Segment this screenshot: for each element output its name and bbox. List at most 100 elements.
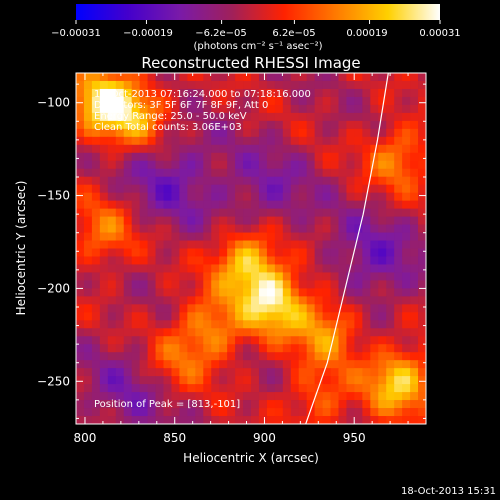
heatmap-cell: [235, 88, 244, 98]
heatmap-cell: [370, 304, 379, 313]
heatmap-cell: [418, 312, 426, 321]
heatmap-cell: [107, 408, 117, 417]
heatmap-cell: [187, 120, 196, 130]
heatmap-cell: [99, 208, 109, 217]
heatmap-cell: [91, 264, 101, 273]
heatmap-cell: [362, 328, 371, 337]
heatmap-cell: [243, 400, 252, 409]
heatmap-cell: [418, 168, 426, 178]
heatmap-cell: [195, 184, 204, 194]
heatmap-cell: [179, 168, 188, 178]
heatmap-cell: [179, 392, 188, 401]
heatmap-cell: [195, 320, 204, 329]
heatmap-cell: [76, 288, 85, 297]
heatmap-cell: [147, 384, 156, 393]
heatmap-cell: [139, 136, 148, 146]
heatmap-cell: [330, 400, 339, 409]
heatmap-cell: [402, 344, 411, 353]
heatmap-cell: [370, 240, 379, 249]
heatmap-cell: [227, 184, 236, 194]
heatmap-cell: [227, 176, 236, 186]
heatmap-cell: [155, 136, 164, 146]
heatmap-cell: [179, 352, 188, 361]
heatmap-cell: [187, 256, 196, 265]
heatmap-cell: [354, 216, 363, 225]
heatmap-cell: [227, 392, 236, 401]
heatmap-cell: [107, 344, 117, 353]
heatmap-cell: [99, 416, 109, 424]
heatmap-cell: [370, 256, 379, 265]
heatmap-cell: [107, 96, 117, 106]
heatmap-cell: [115, 88, 125, 98]
heatmap-cell: [139, 304, 148, 313]
heatmap-cell: [195, 336, 204, 345]
heatmap-cell: [139, 200, 148, 210]
heatmap-cell: [91, 256, 101, 265]
heatmap-cell: [155, 264, 164, 273]
heatmap-cell: [314, 368, 323, 377]
heatmap-cell: [330, 240, 339, 249]
heatmap-cell: [131, 304, 141, 313]
heatmap-cell: [306, 176, 316, 186]
heatmap-cell: [306, 368, 316, 377]
heatmap-cell: [251, 88, 260, 98]
heatmap-cell: [346, 392, 355, 401]
heatmap-cell: [76, 128, 85, 138]
heatmap-cell: [123, 248, 133, 257]
heatmap-cell: [418, 280, 426, 289]
heatmap-cell: [314, 416, 323, 424]
heatmap-cell: [163, 120, 172, 130]
heatmap-cell: [76, 200, 85, 210]
heatmap-cell: [235, 352, 244, 361]
heatmap-cell: [179, 416, 188, 424]
heatmap-cell: [258, 73, 268, 82]
heatmap-cell: [123, 184, 133, 194]
heatmap-cell: [306, 232, 316, 241]
heatmap-cell: [91, 240, 101, 249]
heatmap-cell: [147, 160, 156, 170]
heatmap-cell: [83, 144, 93, 154]
heatmap-cell: [266, 248, 276, 257]
heatmap-cell: [243, 280, 252, 289]
heatmap-cell: [76, 88, 85, 98]
heatmap-cell: [251, 112, 260, 122]
heatmap-cell: [354, 120, 363, 130]
heatmap-cell: [163, 384, 172, 393]
heatmap-cell: [219, 104, 228, 114]
heatmap-cell: [394, 120, 403, 130]
heatmap-cell: [266, 344, 276, 353]
heatmap-cell: [306, 264, 316, 273]
heatmap-cell: [251, 144, 260, 154]
heatmap-cell: [155, 328, 164, 337]
heatmap-cell: [163, 128, 172, 138]
heatmap-cell: [298, 400, 308, 409]
heatmap-cell: [83, 104, 93, 114]
heatmap-cell: [131, 200, 141, 210]
heatmap-cell: [171, 312, 180, 321]
heatmap-cell: [338, 168, 347, 178]
heatmap-cell: [338, 264, 347, 273]
heatmap-cell: [163, 272, 172, 281]
heatmap-cell: [330, 320, 339, 329]
heatmap-cell: [243, 152, 252, 162]
heatmap-cell: [179, 264, 188, 273]
heatmap-cell: [402, 152, 411, 162]
heatmap-cell: [139, 344, 148, 353]
heatmap-cell: [410, 88, 419, 98]
heatmap-cell: [243, 128, 252, 138]
heatmap-cell: [402, 168, 411, 178]
heatmap-cell: [394, 128, 403, 138]
heatmap-cell: [163, 408, 172, 417]
heatmap-cell: [410, 344, 419, 353]
colorbar-units-label: (photons cm⁻² s⁻¹ asec⁻²): [193, 41, 322, 52]
heatmap-cell: [227, 144, 236, 154]
heatmap-cell: [251, 224, 260, 233]
heatmap-cell: [91, 144, 101, 154]
heatmap-cell: [402, 376, 411, 385]
heatmap-cell: [330, 152, 339, 162]
heatmap-cell: [282, 208, 292, 217]
heatmap-cell: [258, 184, 268, 194]
heatmap-cell: [179, 120, 188, 130]
heatmap-cell: [163, 96, 172, 106]
heatmap-cell: [282, 152, 292, 162]
